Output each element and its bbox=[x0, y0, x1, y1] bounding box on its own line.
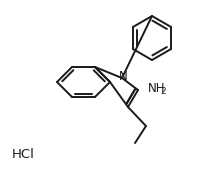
Text: N: N bbox=[119, 70, 127, 84]
Text: NH: NH bbox=[148, 82, 166, 95]
Text: HCl: HCl bbox=[12, 148, 35, 162]
Text: 2: 2 bbox=[160, 88, 166, 96]
